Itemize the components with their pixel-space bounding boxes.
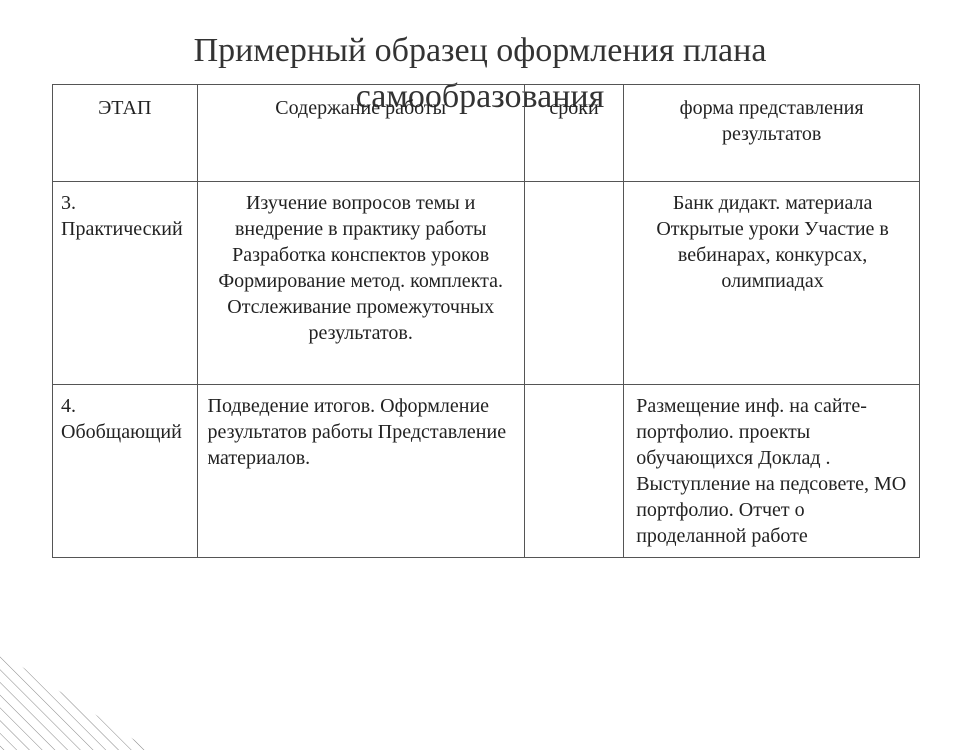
plan-table: ЭТАП Содержание работы сроки форма предс… xyxy=(52,84,920,558)
table-row: 3. Практический Изучение вопросов темы и… xyxy=(53,181,920,384)
cell-dates xyxy=(524,384,623,557)
col-header-dates: сроки xyxy=(524,84,623,181)
col-header-content: Содержание работы xyxy=(197,84,524,181)
table-header-row: ЭТАП Содержание работы сроки форма предс… xyxy=(53,84,920,181)
cell-content: Подведение итогов. Оформление результато… xyxy=(197,384,524,557)
cell-stage: 4. Обобщающий xyxy=(53,384,198,557)
plan-table-wrapper: ЭТАП Содержание работы сроки форма предс… xyxy=(0,84,960,558)
cell-results: Банк дидакт. материала Открытые уроки Уч… xyxy=(624,181,920,384)
cell-dates xyxy=(524,181,623,384)
table-row: 4. Обобщающий Подведение итогов. Оформле… xyxy=(53,384,920,557)
cell-results: Размещение инф. на сайте-портфолио. прое… xyxy=(624,384,920,557)
cell-stage: 3. Практический xyxy=(53,181,198,384)
title-line-1: Примерный образец оформления плана xyxy=(194,32,767,69)
col-header-stage: ЭТАП xyxy=(53,84,198,181)
decorative-hatch xyxy=(0,620,150,750)
col-header-results: форма представления результатов xyxy=(624,84,920,181)
cell-content: Изучение вопросов темы и внедрение в пра… xyxy=(197,181,524,384)
